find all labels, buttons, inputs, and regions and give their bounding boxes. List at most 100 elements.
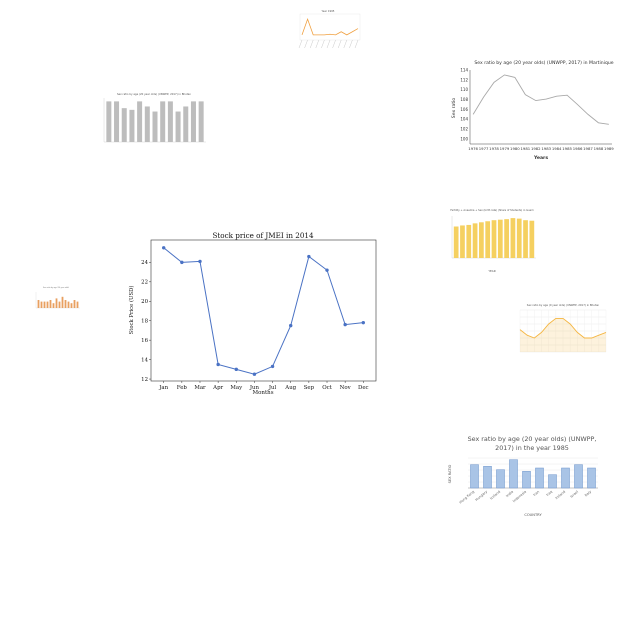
data-point [198, 259, 202, 264]
bar [73, 300, 76, 308]
martinique-chart-panel: Sex ratio by age (20 year olds) (UNWPP, … [450, 56, 620, 164]
y-axis-label: Sex ratio [451, 98, 457, 119]
x-tick-label: Iran [532, 490, 540, 497]
x-tick-label: India [505, 490, 514, 498]
x-tick-label [321, 39, 325, 49]
bar [470, 464, 479, 489]
y-tick-label: 106 [460, 107, 468, 112]
year-1995-line-chart: Year 1995 [298, 9, 361, 49]
bar [497, 219, 503, 258]
x-tick-label: 1989 [604, 146, 614, 151]
x-tick-label: 1986 [573, 146, 583, 151]
chart-title: Fertility + Anaemia + Sex (birth rate) (… [450, 208, 534, 212]
bar [529, 220, 535, 258]
bar [466, 224, 472, 258]
x-tick-label [354, 39, 359, 49]
data-point [216, 362, 220, 367]
y-tick-label: 16 [141, 338, 148, 344]
bar [175, 111, 181, 142]
y-tick-label: 102 [460, 127, 468, 132]
guam-bar-chart: Fertility + Anaemia + Sex (birth rate) (… [450, 208, 536, 273]
x-tick-label [338, 39, 342, 49]
country-1985-bar-chart: Sex ratio by age (20 year olds) (UNWPP, … [448, 435, 598, 517]
y-tick-label: 24 [141, 260, 148, 266]
data-point [289, 323, 293, 328]
bar [106, 101, 112, 142]
bar [67, 301, 70, 308]
x-tick-label: 1978 [489, 146, 499, 151]
bar [167, 101, 173, 142]
bar [479, 222, 484, 258]
y-tick-label: 114 [460, 67, 468, 72]
bar [496, 469, 505, 489]
x-axis-label: Months [252, 390, 273, 396]
x-tick-label: Oct [322, 385, 332, 391]
series-line [163, 247, 364, 375]
country-1985-chart-panel: Sex ratio by age (20 year olds) (UNWPP, … [446, 432, 606, 522]
x-tick-label: 1981 [521, 146, 531, 151]
x-tick-label: Feb [177, 385, 188, 391]
stock-price-chart: Stock price of JMEI in 2014 12 14 16 18 20 22… [128, 231, 377, 396]
x-tick-label: 1977 [479, 146, 489, 151]
chart-title-line-2: 2017) in the year 1985 [495, 444, 569, 452]
data-point [307, 254, 311, 259]
x-tick-label: Dec [358, 385, 369, 391]
y-tick-label: 20 [141, 299, 148, 305]
bar [46, 301, 49, 308]
x-tick-label [326, 39, 331, 49]
x-tick-label [298, 39, 303, 49]
bar [453, 226, 459, 258]
chart-title: Sex ratio by age (20 year olds) (UNWPP, … [117, 92, 191, 96]
bar [190, 101, 196, 142]
x-tick-label: 1983 [541, 146, 551, 151]
bar [472, 223, 478, 258]
bar [76, 301, 79, 308]
y-tick-label: 104 [460, 117, 468, 122]
bar [64, 300, 67, 308]
bar [183, 106, 189, 142]
x-tick-label: 1987 [583, 146, 593, 151]
y-axis-label: SEX RATIO [448, 464, 452, 483]
bar [58, 301, 61, 308]
x-axis-label: Years [533, 155, 548, 161]
y-tick-label: 100 [460, 136, 468, 141]
bar [55, 298, 58, 308]
y-axis-label: Stock Price (USD) [128, 286, 135, 335]
bar [522, 471, 531, 489]
bar [37, 300, 40, 308]
stock-chart-panel: Stock price of JMEI in 2014 12 14 16 18 20 22… [124, 226, 386, 398]
bar [52, 303, 55, 308]
thumb-guam-bars-panel: Fertility + Anaemia + Sex (birth rate) (… [446, 206, 538, 276]
bar [516, 218, 522, 258]
x-tick-label [310, 39, 314, 49]
thumb-bhutan-bars-panel: Sex ratio by age (20 year olds) (UNWPP, … [96, 90, 208, 154]
data-point [162, 246, 166, 250]
bar [483, 466, 492, 489]
x-tick-label [343, 39, 347, 49]
bar [510, 218, 516, 258]
thumb-bhutan-area-panel: Sex ratio by age (0 year olds) (UNWPP, 2… [508, 300, 610, 362]
y-tick-label: 108 [460, 97, 468, 102]
bar [49, 300, 52, 308]
y-tick-label: 14 [141, 357, 148, 363]
thumb-tiny-bars-panel: Sex ratio by age (20 year olds) [28, 284, 82, 324]
data-point [180, 260, 184, 265]
x-tick-label: 1980 [510, 146, 520, 151]
bar [561, 467, 570, 489]
x-tick-label [315, 39, 319, 49]
series-line [301, 17, 359, 36]
x-tick-label: Iceland [489, 490, 501, 501]
bar [491, 220, 497, 258]
x-tick-label: Hong Kong [458, 490, 475, 505]
x-tick-label: Israel [569, 490, 579, 499]
bar [587, 467, 596, 489]
bar [523, 220, 528, 258]
x-tick-label: Indonesia [512, 490, 527, 504]
bhutan-0yo-area-chart: Sex ratio by age (0 year olds) (UNWPP, 2… [519, 303, 607, 353]
bar [129, 109, 135, 142]
y-tick-label: 22 [141, 280, 148, 286]
chart-title: Sex ratio by age (20 year olds) [43, 286, 69, 289]
plot-frame [150, 239, 377, 382]
x-tick-label [304, 39, 308, 49]
y-tick-label: 18 [141, 319, 148, 325]
